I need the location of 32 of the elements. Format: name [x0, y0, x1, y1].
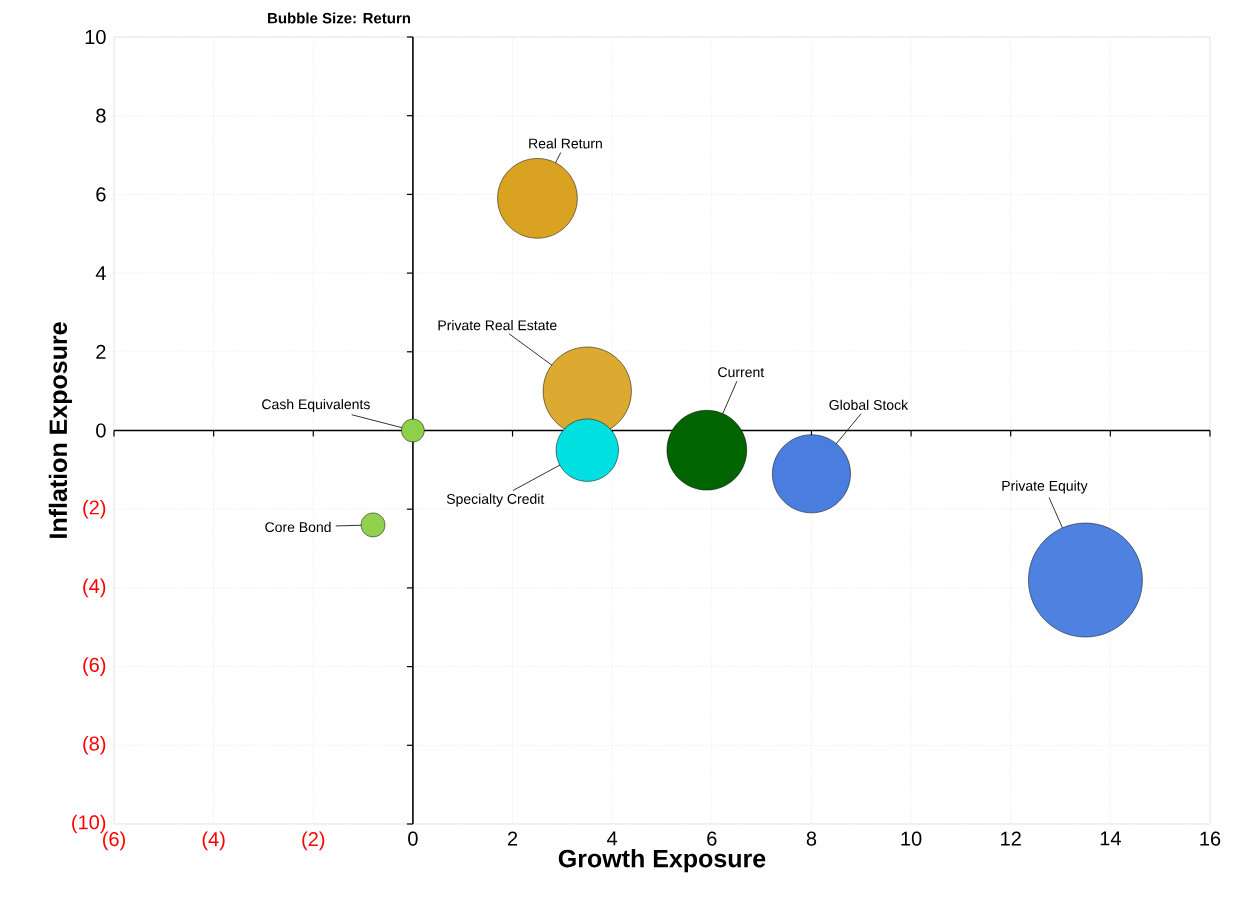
x-axis-title: Growth Exposure: [558, 849, 766, 873]
y-tick-label: 4: [95, 266, 106, 280]
y-tick-label: (4): [83, 578, 106, 598]
y-tick-label: 6: [96, 187, 106, 202]
x-tick-label: (2): [302, 831, 325, 851]
text: Cash Equivalents: [262, 398, 370, 413]
x-tick-label: 2: [507, 831, 518, 846]
y-tick-label: (2): [83, 499, 106, 519]
y-tick-label: 0: [96, 423, 106, 438]
x-tick-label: 4: [607, 831, 618, 846]
y-tick-label: 10: [85, 29, 106, 45]
x-tick-label: 6: [707, 831, 717, 846]
y-tick-label: (6): [83, 657, 106, 676]
text: Specialty Credit: [446, 493, 545, 507]
x-tick-label: 10: [901, 831, 922, 846]
legend-label: Core Bond: [265, 521, 331, 533]
x-tick-label: 0: [408, 831, 418, 846]
x-tick-label: 14: [1100, 831, 1121, 846]
text: Global Stock: [829, 399, 909, 410]
series-label: Real Return: [529, 138, 602, 149]
text: Private Equity: [1002, 480, 1088, 494]
x-tick-label: 8: [806, 831, 817, 846]
y-tick-label: 8: [96, 108, 106, 123]
text: Private Real Estate: [438, 320, 557, 331]
x-tick-label: 16: [1200, 831, 1221, 846]
y-tick-label: (8): [83, 735, 106, 755]
y-tick-label: 2: [96, 344, 106, 359]
x-tick-label: (4): [202, 831, 225, 851]
chart-title: Bubble Size: Return: [268, 12, 411, 24]
y-axis-title: Inflation Exposure: [48, 322, 73, 538]
text: Current: [718, 367, 765, 378]
x-tick-label: 12: [1001, 831, 1021, 846]
